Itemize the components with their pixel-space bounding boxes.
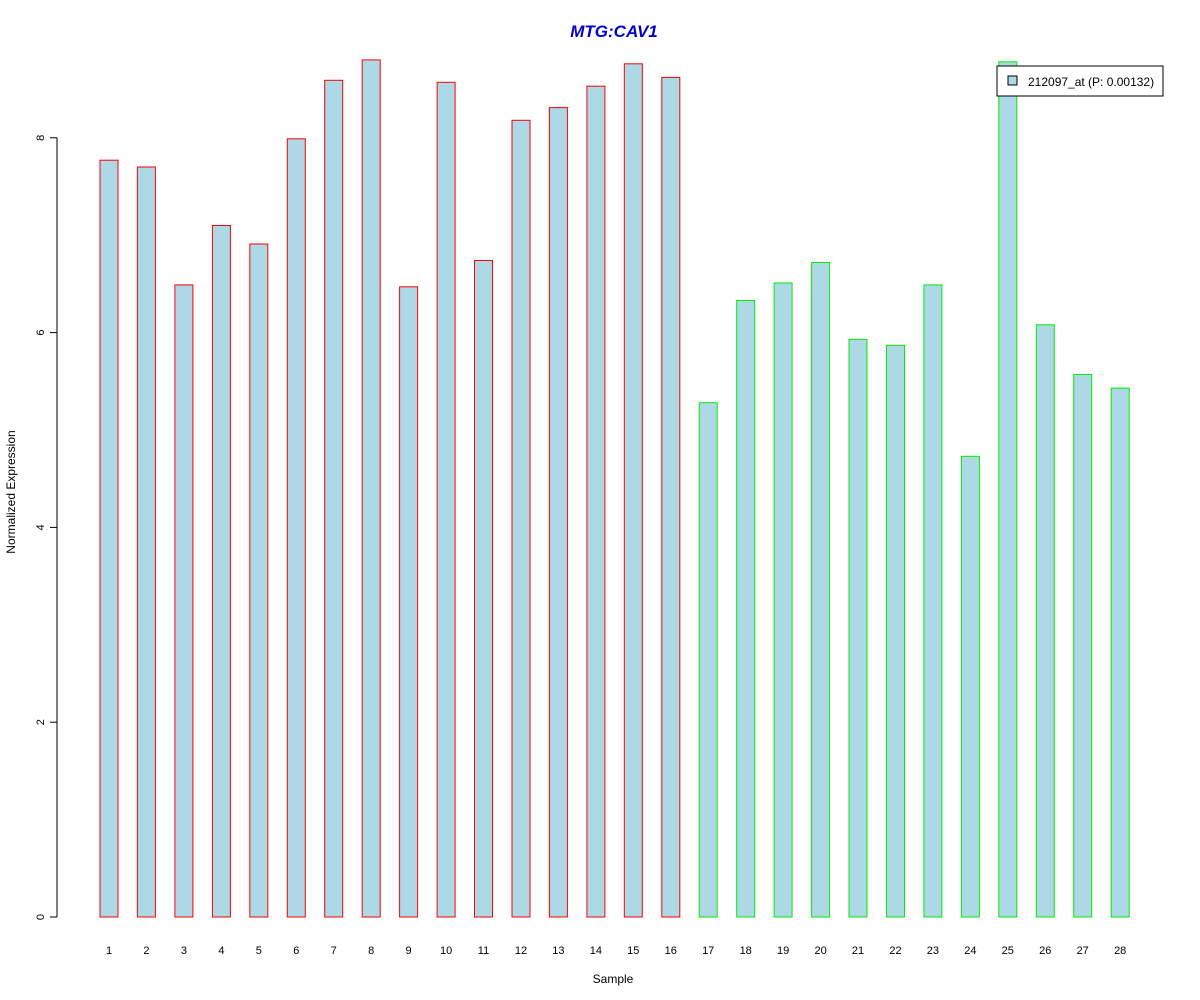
y-tick-label: 0 — [35, 914, 47, 920]
x-tick-label: 16 — [665, 945, 677, 957]
bar-sample-11 — [474, 260, 493, 918]
y-tick-label: 8 — [35, 135, 47, 141]
x-tick-label: 8 — [368, 945, 374, 957]
x-tick-label: 22 — [889, 945, 901, 957]
x-tick-label: 27 — [1077, 945, 1089, 957]
bar-sample-3 — [174, 284, 194, 918]
bar-sample-18 — [736, 300, 756, 918]
x-axis-label: Sample — [593, 972, 634, 986]
bar-sample-27 — [1073, 374, 1093, 918]
x-tick-label: 11 — [478, 945, 489, 957]
x-tick-label: 26 — [1039, 945, 1051, 957]
y-tick-label: 2 — [35, 719, 47, 725]
legend-entry-label: 212097_at (P: 0.00132) — [1028, 75, 1154, 89]
bar-sample-13 — [548, 107, 568, 918]
bar-sample-1 — [99, 159, 119, 918]
bar-sample-23 — [923, 284, 943, 918]
x-tick-label: 3 — [181, 945, 187, 957]
bar-sample-25 — [998, 61, 1018, 918]
x-tick-label: 25 — [1002, 945, 1014, 957]
x-tick-label: 4 — [218, 945, 224, 957]
x-tick-label: 18 — [740, 945, 752, 957]
bar-sample-16 — [661, 76, 681, 918]
legend-box — [996, 65, 1164, 97]
x-tick-label: 28 — [1114, 945, 1126, 957]
bar-sample-7 — [324, 79, 344, 918]
bar-sample-6 — [286, 138, 306, 918]
legend: 212097_at (P: 0.00132) — [996, 65, 1164, 97]
x-tick-label: 20 — [814, 945, 826, 957]
bar-sample-19 — [773, 282, 793, 918]
x-tick-label: 17 — [702, 945, 714, 957]
bar-sample-2 — [136, 166, 156, 918]
bar-sample-14 — [586, 85, 606, 918]
bars — [99, 59, 1130, 918]
x-tick-labels: 1 2 3 4 5 6 7 8 9 10 11 12 13 14 15 16 17 18 19 20 21 22 23 24 2… — [106, 945, 1126, 957]
bar-sample-5 — [249, 243, 269, 918]
y-axis: 0 2 4 6 8 — [35, 135, 58, 920]
x-tick-label: 13 — [552, 945, 564, 957]
x-tick-label: 1 — [106, 945, 112, 957]
x-tick-label: 6 — [293, 945, 299, 957]
bar-sample-26 — [1035, 324, 1055, 918]
x-tick-label: 5 — [256, 945, 262, 957]
y-axis-label: Normalized Expression — [4, 430, 18, 553]
bar-sample-10 — [436, 81, 456, 918]
x-tick-label: 9 — [406, 945, 412, 957]
x-tick-label: 24 — [964, 945, 976, 957]
bar-sample-24 — [960, 455, 980, 918]
x-tick-label: 15 — [627, 945, 639, 957]
bar-sample-21 — [848, 338, 868, 918]
bar-sample-8 — [361, 59, 381, 918]
bar-sample-15 — [623, 63, 643, 918]
bar-sample-20 — [811, 262, 831, 918]
bar-sample-22 — [886, 344, 905, 918]
bar-sample-17 — [698, 402, 718, 918]
x-tick-label: 14 — [590, 945, 602, 957]
x-tick-label: 23 — [927, 945, 939, 957]
bar-sample-4 — [211, 225, 231, 918]
x-tick-label: 7 — [331, 945, 337, 957]
x-tick-label: 19 — [777, 945, 789, 957]
bar-sample-12 — [511, 119, 531, 918]
chart-title: MTG:CAV1 — [570, 22, 658, 41]
bar-sample-9 — [399, 286, 419, 918]
legend-swatch — [1007, 75, 1018, 86]
bar-sample-28 — [1110, 387, 1130, 918]
y-tick-label: 6 — [35, 330, 47, 336]
x-tick-label: 12 — [515, 945, 527, 957]
x-tick-label: 2 — [143, 945, 149, 957]
x-tick-label: 10 — [440, 945, 452, 957]
y-tick-label: 4 — [35, 524, 47, 530]
x-tick-label: 21 — [852, 945, 864, 957]
